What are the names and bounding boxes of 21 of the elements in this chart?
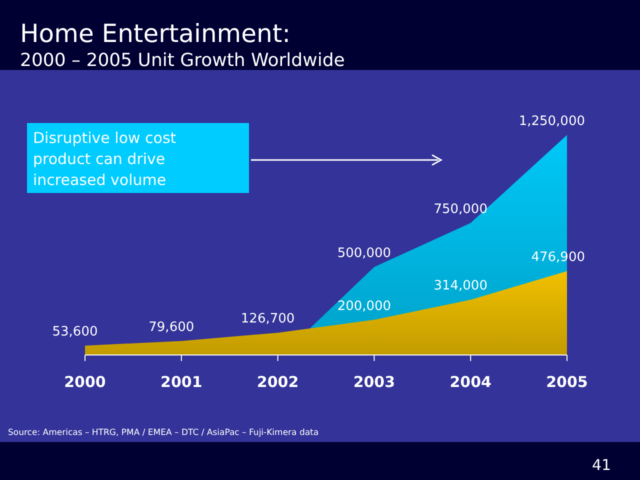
annotation: Disruptive low cost product can drive increased volume	[33, 129, 176, 189]
chart-title: Home Entertainment:	[20, 19, 291, 48]
source-note: Source: Americas – HTRG, PMA / EMEA – DTC / AsiaPac – Fuji-Kimera data	[8, 428, 319, 438]
x-tick-label: 2004	[450, 373, 492, 391]
data-label: 53,600	[52, 324, 98, 340]
chart-subtitle: 2000 – 2005 Unit Growth Worldwide	[20, 50, 345, 71]
x-tick-label: 2001	[160, 373, 202, 391]
x-tick-label: 2000	[64, 373, 106, 391]
data-label: 200,000	[337, 298, 392, 314]
x-tick-label: 2005	[546, 373, 588, 391]
data-label: 1,250,000	[518, 114, 585, 129]
data-label: 314,000	[434, 278, 488, 294]
text: 41	[592, 456, 612, 474]
x-tick-label: 2002	[256, 373, 299, 391]
x-tick-label: 2003	[353, 373, 396, 391]
data-label: 79,600	[148, 320, 194, 335]
data-label: 476,900	[531, 250, 585, 266]
data-label: 500,000	[337, 246, 392, 261]
callout-box: Disruptive low cost product can drive increased volume	[27, 123, 249, 193]
data-label: 750,000	[434, 202, 488, 217]
data-label: 126,700	[240, 312, 295, 327]
